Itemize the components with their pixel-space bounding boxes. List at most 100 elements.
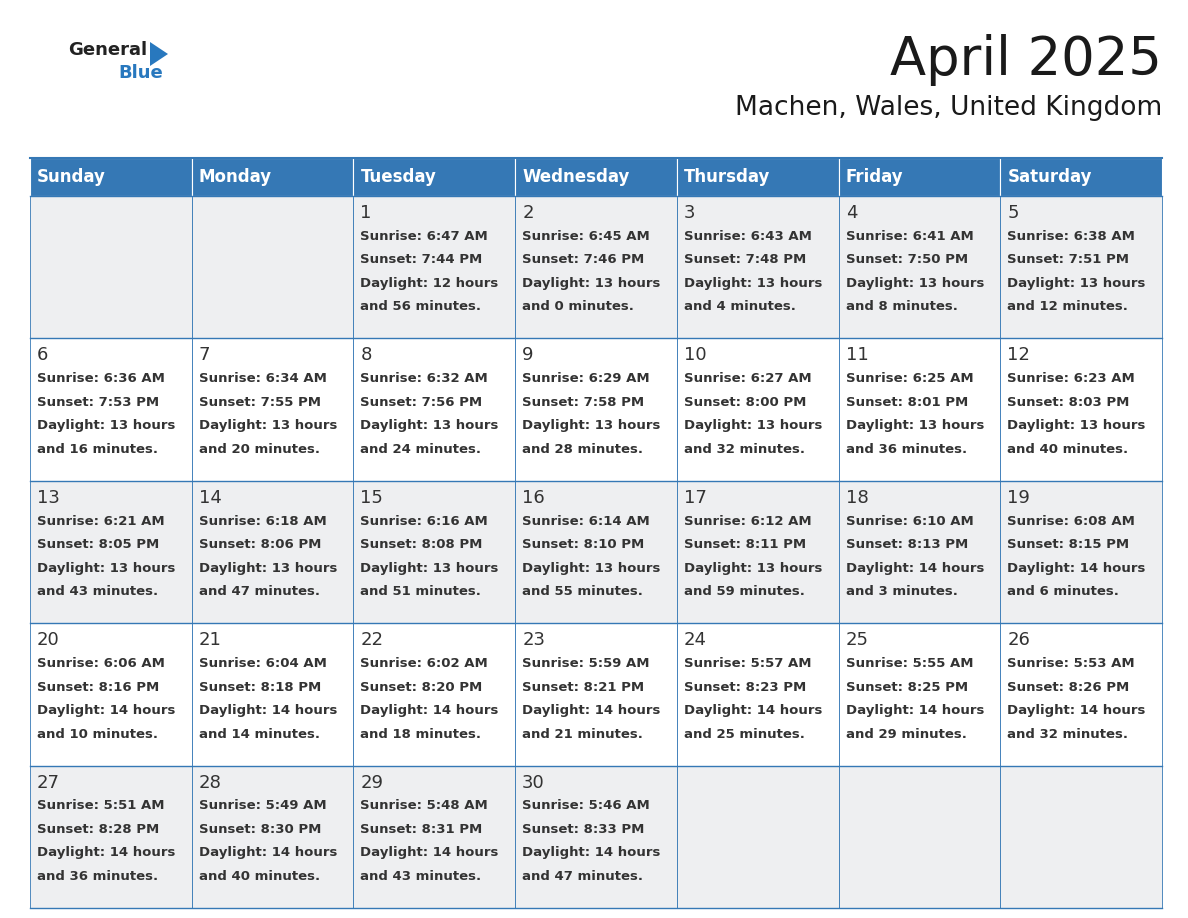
Polygon shape bbox=[150, 42, 168, 66]
Text: Sunrise: 6:32 AM: Sunrise: 6:32 AM bbox=[360, 372, 488, 386]
Bar bbox=[839, 481, 1000, 623]
Text: and 43 minutes.: and 43 minutes. bbox=[37, 585, 158, 599]
Bar bbox=[839, 158, 1000, 196]
Text: 10: 10 bbox=[684, 346, 707, 364]
Text: Sunrise: 6:45 AM: Sunrise: 6:45 AM bbox=[523, 230, 650, 243]
Text: 9: 9 bbox=[523, 346, 533, 364]
Text: Sunrise: 6:18 AM: Sunrise: 6:18 AM bbox=[198, 515, 327, 528]
Text: Sunrise: 6:34 AM: Sunrise: 6:34 AM bbox=[198, 372, 327, 386]
Text: Sunset: 8:06 PM: Sunset: 8:06 PM bbox=[198, 538, 321, 551]
Text: Sunrise: 6:08 AM: Sunrise: 6:08 AM bbox=[1007, 515, 1136, 528]
Text: and 28 minutes.: and 28 minutes. bbox=[523, 442, 643, 455]
Bar bbox=[839, 766, 1000, 908]
Text: Sunrise: 5:59 AM: Sunrise: 5:59 AM bbox=[523, 657, 650, 670]
Text: Sunrise: 6:21 AM: Sunrise: 6:21 AM bbox=[37, 515, 165, 528]
Text: Sunrise: 6:04 AM: Sunrise: 6:04 AM bbox=[198, 657, 327, 670]
Text: Sunrise: 6:29 AM: Sunrise: 6:29 AM bbox=[523, 372, 650, 386]
Text: 2: 2 bbox=[523, 204, 533, 222]
Text: 21: 21 bbox=[198, 632, 222, 649]
Text: 5: 5 bbox=[1007, 204, 1019, 222]
Text: General: General bbox=[68, 41, 147, 59]
Text: Sunrise: 5:48 AM: Sunrise: 5:48 AM bbox=[360, 800, 488, 812]
Bar bbox=[353, 481, 516, 623]
Text: and 47 minutes.: and 47 minutes. bbox=[198, 585, 320, 599]
Text: Sunset: 8:30 PM: Sunset: 8:30 PM bbox=[198, 823, 321, 836]
Bar bbox=[30, 339, 191, 481]
Bar bbox=[516, 481, 677, 623]
Text: and 36 minutes.: and 36 minutes. bbox=[846, 442, 967, 455]
Text: Sunset: 8:10 PM: Sunset: 8:10 PM bbox=[523, 538, 644, 551]
Text: Daylight: 13 hours: Daylight: 13 hours bbox=[1007, 420, 1145, 432]
Bar bbox=[1000, 623, 1162, 766]
Text: Sunset: 8:16 PM: Sunset: 8:16 PM bbox=[37, 680, 159, 693]
Text: Sunrise: 5:46 AM: Sunrise: 5:46 AM bbox=[523, 800, 650, 812]
Text: Sunset: 8:26 PM: Sunset: 8:26 PM bbox=[1007, 680, 1130, 693]
Text: and 24 minutes.: and 24 minutes. bbox=[360, 442, 481, 455]
Text: 30: 30 bbox=[523, 774, 545, 791]
Text: Sunrise: 6:12 AM: Sunrise: 6:12 AM bbox=[684, 515, 811, 528]
Text: Sunset: 8:33 PM: Sunset: 8:33 PM bbox=[523, 823, 645, 836]
Text: Sunset: 8:08 PM: Sunset: 8:08 PM bbox=[360, 538, 482, 551]
Bar bbox=[839, 339, 1000, 481]
Text: Saturday: Saturday bbox=[1007, 168, 1092, 186]
Text: and 40 minutes.: and 40 minutes. bbox=[198, 870, 320, 883]
Text: Tuesday: Tuesday bbox=[360, 168, 436, 186]
Text: Sunset: 8:03 PM: Sunset: 8:03 PM bbox=[1007, 396, 1130, 409]
Text: Daylight: 13 hours: Daylight: 13 hours bbox=[523, 420, 661, 432]
Text: Daylight: 13 hours: Daylight: 13 hours bbox=[37, 562, 176, 575]
Bar bbox=[191, 481, 353, 623]
Text: Sunset: 8:21 PM: Sunset: 8:21 PM bbox=[523, 680, 644, 693]
Bar bbox=[839, 196, 1000, 339]
Text: Sunrise: 5:51 AM: Sunrise: 5:51 AM bbox=[37, 800, 164, 812]
Text: Daylight: 14 hours: Daylight: 14 hours bbox=[846, 562, 984, 575]
Text: and 59 minutes.: and 59 minutes. bbox=[684, 585, 804, 599]
Bar bbox=[30, 158, 191, 196]
Bar bbox=[677, 339, 839, 481]
Bar bbox=[353, 158, 516, 196]
Text: Daylight: 13 hours: Daylight: 13 hours bbox=[684, 277, 822, 290]
Text: Sunset: 7:50 PM: Sunset: 7:50 PM bbox=[846, 253, 968, 266]
Text: and 21 minutes.: and 21 minutes. bbox=[523, 728, 643, 741]
Text: Sunrise: 6:43 AM: Sunrise: 6:43 AM bbox=[684, 230, 811, 243]
Text: and 47 minutes.: and 47 minutes. bbox=[523, 870, 643, 883]
Text: 11: 11 bbox=[846, 346, 868, 364]
Text: 27: 27 bbox=[37, 774, 61, 791]
Text: 18: 18 bbox=[846, 488, 868, 507]
Text: Daylight: 13 hours: Daylight: 13 hours bbox=[198, 562, 337, 575]
Text: and 56 minutes.: and 56 minutes. bbox=[360, 300, 481, 313]
Text: Sunrise: 6:47 AM: Sunrise: 6:47 AM bbox=[360, 230, 488, 243]
Text: Sunrise: 6:27 AM: Sunrise: 6:27 AM bbox=[684, 372, 811, 386]
Text: 8: 8 bbox=[360, 346, 372, 364]
Text: Monday: Monday bbox=[198, 168, 272, 186]
Text: and 32 minutes.: and 32 minutes. bbox=[684, 442, 804, 455]
Text: Daylight: 14 hours: Daylight: 14 hours bbox=[1007, 704, 1145, 717]
Text: 24: 24 bbox=[684, 632, 707, 649]
Text: Sunset: 8:01 PM: Sunset: 8:01 PM bbox=[846, 396, 968, 409]
Text: Blue: Blue bbox=[118, 64, 163, 82]
Bar bbox=[677, 766, 839, 908]
Text: Sunset: 8:18 PM: Sunset: 8:18 PM bbox=[198, 680, 321, 693]
Text: Daylight: 13 hours: Daylight: 13 hours bbox=[684, 420, 822, 432]
Text: and 51 minutes.: and 51 minutes. bbox=[360, 585, 481, 599]
Text: Daylight: 14 hours: Daylight: 14 hours bbox=[37, 704, 176, 717]
Bar bbox=[677, 196, 839, 339]
Text: Daylight: 13 hours: Daylight: 13 hours bbox=[523, 277, 661, 290]
Bar bbox=[516, 339, 677, 481]
Text: 14: 14 bbox=[198, 488, 222, 507]
Bar bbox=[191, 158, 353, 196]
Text: Sunset: 7:46 PM: Sunset: 7:46 PM bbox=[523, 253, 644, 266]
Text: 20: 20 bbox=[37, 632, 59, 649]
Bar bbox=[353, 623, 516, 766]
Text: Sunset: 8:28 PM: Sunset: 8:28 PM bbox=[37, 823, 159, 836]
Text: and 3 minutes.: and 3 minutes. bbox=[846, 585, 958, 599]
Bar bbox=[191, 623, 353, 766]
Text: and 40 minutes.: and 40 minutes. bbox=[1007, 442, 1129, 455]
Bar bbox=[677, 481, 839, 623]
Text: Sunset: 8:23 PM: Sunset: 8:23 PM bbox=[684, 680, 807, 693]
Text: Wednesday: Wednesday bbox=[523, 168, 630, 186]
Text: Sunrise: 6:38 AM: Sunrise: 6:38 AM bbox=[1007, 230, 1136, 243]
Text: and 8 minutes.: and 8 minutes. bbox=[846, 300, 958, 313]
Text: Sunset: 8:15 PM: Sunset: 8:15 PM bbox=[1007, 538, 1130, 551]
Text: Daylight: 13 hours: Daylight: 13 hours bbox=[846, 277, 984, 290]
Text: Sunrise: 6:23 AM: Sunrise: 6:23 AM bbox=[1007, 372, 1135, 386]
